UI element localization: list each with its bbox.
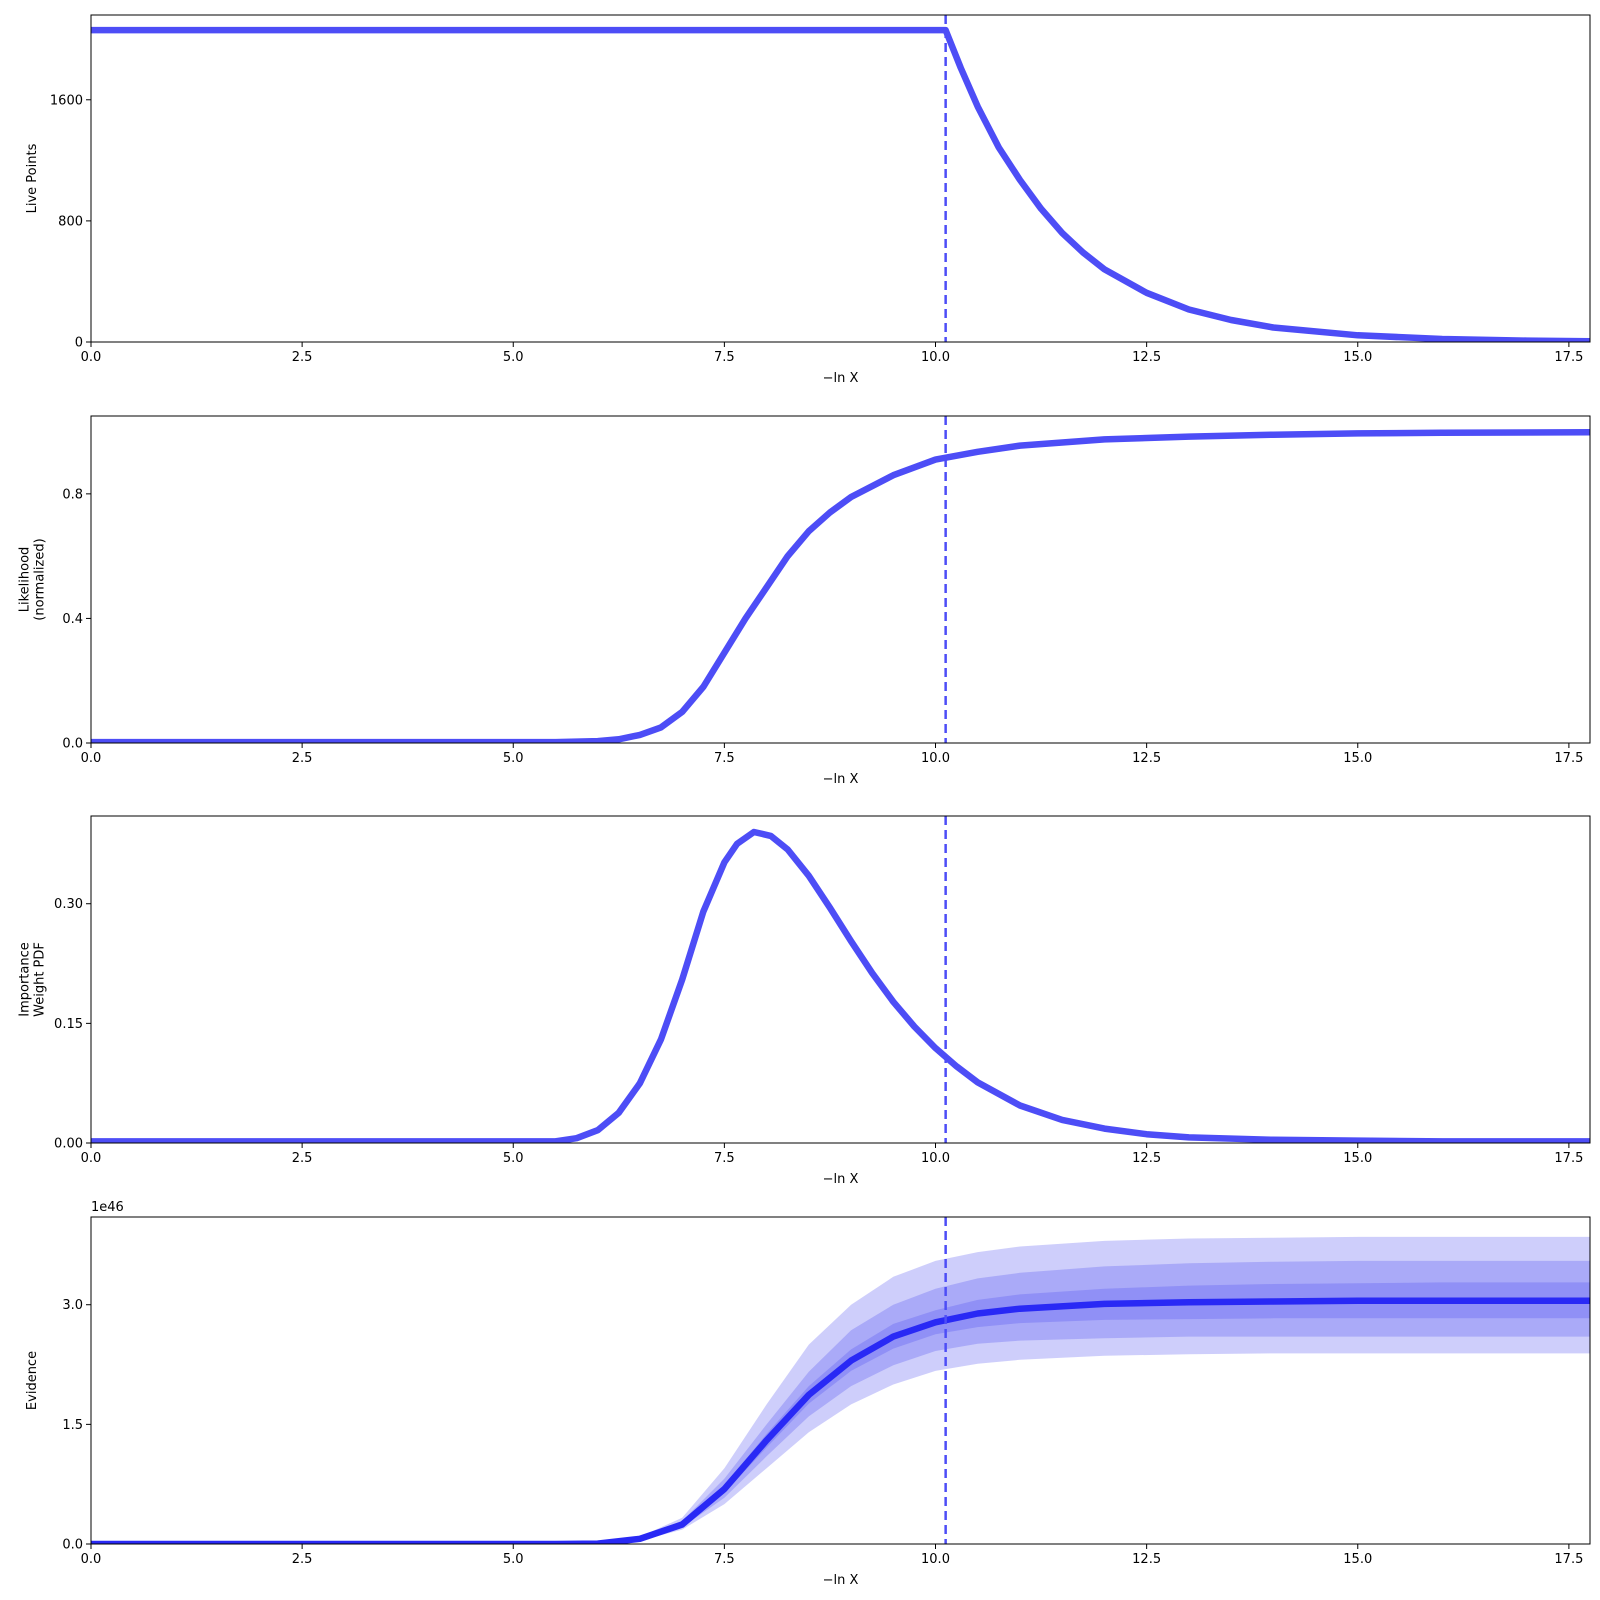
y-offset-label: 1e46: [91, 1200, 124, 1215]
confidence-band-1: [91, 1236, 1590, 1544]
y-axis-title: Live Points: [25, 143, 40, 213]
subplot-4: 0.0 2.5 5.0 7.5 10.0 12.5 15.0 17.5 0.0 1.5 3.0 −ln…: [25, 1200, 1591, 1588]
x-tick-label: 5.0: [503, 350, 524, 365]
x-tick-label: 10.0: [921, 1151, 950, 1166]
subplot-3: 0.0 2.5 5.0 7.5 10.0 12.5 15.0 17.5 0.00 0.15 0.30…: [18, 815, 1591, 1187]
x-tick-label: 12.5: [1132, 1151, 1161, 1166]
series-line-1: [91, 428, 1590, 743]
y-axis-title: Evidence: [25, 1351, 40, 1410]
confidence-band-3: [91, 1282, 1590, 1544]
x-tick-label: 17.5: [1554, 751, 1583, 766]
y-tick-label: 0.8: [62, 487, 83, 502]
x-tick-label: 7.5: [714, 751, 735, 766]
subplot-1: 0.0 2.5 5.0 7.5 10.0 12.5 15.0 17.5 0 800 1600 −ln …: [25, 14, 1591, 386]
plot-area: [91, 15, 1590, 342]
series-line-1: [91, 26, 1590, 342]
x-tick-label: 10.0: [921, 350, 950, 365]
x-tick-label: 15.0: [1343, 350, 1372, 365]
x-tick-label: 2.5: [292, 1552, 313, 1567]
series-line-1: [91, 828, 1590, 1143]
y-tick-label: 0.4: [62, 612, 83, 627]
x-tick-label: 0.0: [81, 1151, 102, 1166]
plot-area: [91, 416, 1590, 743]
x-tick-label: 17.5: [1554, 350, 1583, 365]
series-line-1: [91, 1297, 1590, 1544]
y-axis-title: Likelihood: [18, 547, 33, 613]
x-tick-label: 0.0: [81, 350, 102, 365]
y-tick-label: 1600: [50, 93, 83, 108]
x-tick-label: 5.0: [503, 1552, 524, 1567]
x-tick-label: 17.5: [1554, 1151, 1583, 1166]
x-axis-title: −ln X: [823, 1573, 859, 1588]
y-tick-label: 0: [75, 336, 83, 351]
x-tick-label: 2.5: [292, 751, 313, 766]
x-axis-title: −ln X: [823, 371, 859, 386]
x-tick-label: 7.5: [714, 1552, 735, 1567]
x-axis-title: −ln X: [823, 772, 859, 787]
y-axis-title: Weight PDF: [33, 942, 48, 1017]
y-tick-label: 0.30: [54, 897, 83, 912]
axes-frame: [90, 415, 1591, 744]
x-tick-label: 10.0: [921, 1552, 950, 1567]
x-tick-label: 10.0: [921, 751, 950, 766]
axes-frame: [90, 14, 1591, 343]
x-tick-label: 12.5: [1132, 1552, 1161, 1567]
x-tick-label: 12.5: [1132, 751, 1161, 766]
x-tick-label: 15.0: [1343, 751, 1372, 766]
x-tick-label: 0.0: [81, 751, 102, 766]
axes-frame: [90, 1216, 1591, 1545]
x-tick-label: 12.5: [1132, 350, 1161, 365]
y-tick-label: 3.0: [62, 1298, 83, 1313]
axes-frame: [90, 815, 1591, 1144]
y-axis-title: (normalized): [33, 538, 48, 620]
y-tick-label: 1.5: [62, 1418, 83, 1433]
y-tick-label: 0.15: [54, 1017, 83, 1032]
y-axis-title: Importance: [18, 942, 33, 1017]
subplot-2: 0.0 2.5 5.0 7.5 10.0 12.5 15.0 17.5 0.0 0.4 0.8 −ln…: [18, 415, 1591, 787]
x-tick-label: 0.0: [81, 1552, 102, 1567]
x-tick-label: 17.5: [1554, 1552, 1583, 1567]
x-tick-label: 15.0: [1343, 1552, 1372, 1567]
y-tick-label: 0.0: [62, 737, 83, 752]
x-axis-title: −ln X: [823, 1172, 859, 1187]
x-tick-label: 15.0: [1343, 1151, 1372, 1166]
x-tick-label: 5.0: [503, 1151, 524, 1166]
plot-area: [91, 816, 1590, 1143]
plot-area: [91, 1217, 1590, 1544]
x-tick-label: 2.5: [292, 350, 313, 365]
y-tick-label: 0.00: [54, 1137, 83, 1152]
y-tick-label: 0.0: [62, 1538, 83, 1553]
x-tick-label: 2.5: [292, 1151, 313, 1166]
x-tick-label: 5.0: [503, 751, 524, 766]
confidence-band-2: [91, 1260, 1590, 1544]
x-tick-label: 7.5: [714, 350, 735, 365]
x-tick-label: 7.5: [714, 1151, 735, 1166]
y-tick-label: 800: [58, 214, 83, 229]
